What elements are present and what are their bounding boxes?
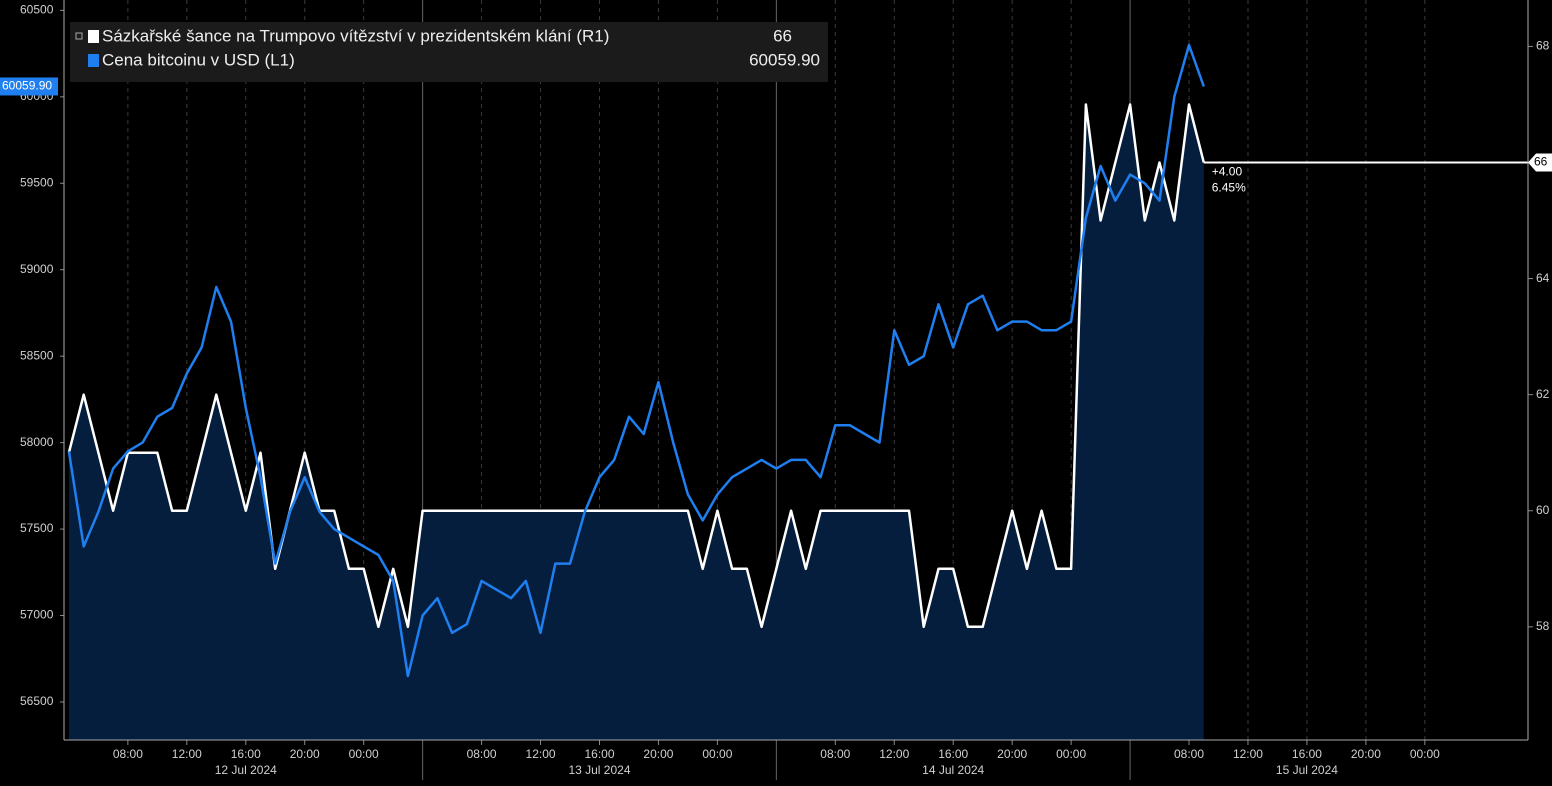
x-date-label: 12 Jul 2024	[215, 763, 277, 777]
y-tick-label: 58000	[20, 435, 54, 449]
x-tick-label: 00:00	[349, 747, 379, 761]
x-tick-label: 00:00	[702, 747, 732, 761]
x-tick-label: 08:00	[820, 747, 850, 761]
y-tick-label: 57000	[20, 608, 54, 622]
y2-tick-label: 62	[1536, 387, 1550, 401]
x-tick-label: 00:00	[1056, 747, 1086, 761]
x-tick-label: 16:00	[584, 747, 614, 761]
x-tick-label: 12:00	[879, 747, 909, 761]
x-tick-label: 16:00	[231, 747, 261, 761]
x-tick-label: 16:00	[938, 747, 968, 761]
area	[68, 104, 1204, 740]
y-tick-label: 60500	[20, 3, 54, 17]
y2-tick-label: 68	[1536, 39, 1550, 53]
legend-value: 66	[773, 26, 792, 45]
x-tick-label: 12:00	[1233, 747, 1263, 761]
x-date-label: 15 Jul 2024	[1276, 763, 1338, 777]
legend-value: 60059.90	[749, 50, 820, 69]
x-tick-label: 20:00	[643, 747, 673, 761]
y2-tick-label: 58	[1536, 619, 1550, 633]
x-tick-label: 08:00	[467, 747, 497, 761]
value-tag-label: 66	[1534, 155, 1548, 169]
y-tick-label: 58500	[20, 348, 54, 362]
y2-tick-label: 60	[1536, 503, 1550, 517]
y-tick-label: 59500	[20, 175, 54, 189]
y2-tick-label: 64	[1536, 271, 1550, 285]
legend-swatch	[88, 30, 99, 43]
value-tag-label: 60059.90	[2, 79, 52, 93]
x-tick-label: 00:00	[1410, 747, 1440, 761]
legend-label: Sázkařské šance na Trumpovo vítězství v …	[102, 26, 609, 45]
legend-icon	[75, 32, 83, 40]
y-tick-label: 56500	[20, 694, 54, 708]
x-tick-label: 16:00	[1292, 747, 1322, 761]
value-tag	[0, 77, 58, 96]
x-date-label: 14 Jul 2024	[922, 763, 984, 777]
legend: Sázkařské šance na Trumpovo vítězství v …	[70, 22, 828, 82]
x-tick-label: 12:00	[172, 747, 202, 761]
legend-swatch	[88, 54, 99, 67]
legend-label: Cena bitcoinu v USD (L1)	[102, 50, 295, 69]
y-tick-label: 57500	[20, 521, 54, 535]
y-tick-label: 59000	[20, 262, 54, 276]
annotation: +4.00	[1212, 165, 1243, 179]
x-tick-label: 12:00	[526, 747, 556, 761]
x-tick-label: 20:00	[290, 747, 320, 761]
value-tag	[1528, 153, 1552, 172]
x-tick-label: 20:00	[1351, 747, 1381, 761]
annotation: 6.45%	[1212, 181, 1246, 195]
legend-box	[70, 22, 828, 82]
x-tick-label: 08:00	[113, 747, 143, 761]
x-tick-label: 08:00	[1174, 747, 1204, 761]
x-date-label: 13 Jul 2024	[568, 763, 630, 777]
line	[67, 43, 1205, 678]
x-tick-label: 20:00	[997, 747, 1027, 761]
